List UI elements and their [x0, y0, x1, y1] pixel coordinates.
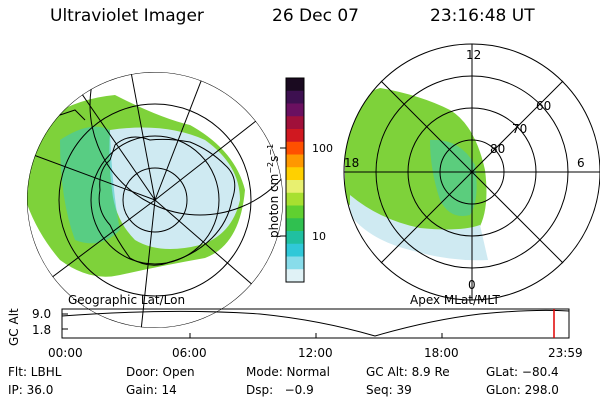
mode-status: Mode: Normal — [246, 365, 330, 379]
mlt-label-12: 12 — [466, 48, 481, 62]
colorbar-segment — [286, 141, 304, 156]
aurora-cyan-mag — [350, 195, 488, 261]
geo-map-caption: Geographic Lat/Lon — [68, 293, 185, 307]
gc-alt-label: GC Alt — [7, 308, 21, 346]
colorbar-segment — [286, 103, 304, 117]
instrument-title: Ultraviolet Imager — [50, 6, 204, 26]
mlat-label-60: 60 — [536, 99, 551, 113]
gc-alt-plot: GC Alt 9.0 1.8 00:00 06:00 12:00 18:00 2… — [7, 307, 583, 360]
gc-alt-tick-9: 9.0 — [32, 307, 51, 321]
mlat-label-70: 70 — [512, 122, 527, 136]
x-tick-0600: 06:00 — [172, 346, 207, 360]
colorbar-segment — [286, 154, 304, 168]
colorbar-segment — [286, 167, 304, 181]
x-tick-1800: 18:00 — [424, 346, 459, 360]
aurora-inner-geo — [109, 127, 240, 249]
colorbar-tick-100: 100 — [312, 142, 333, 155]
date-label: 26 Dec 07 — [272, 6, 359, 26]
gc-alt-status: GC Alt: 8.9 Re — [366, 365, 450, 379]
colorbar-segment — [286, 78, 304, 92]
mlt-label-0: 0 — [468, 278, 476, 292]
colorbar-tick-10: 10 — [312, 230, 326, 243]
aurora-cyan-geo — [60, 126, 120, 244]
mag-map-caption: Apex MLat/MLT — [410, 293, 500, 307]
filter-status: Flt: LBHL — [8, 365, 62, 379]
mlt-label-6: 6 — [577, 156, 585, 170]
colorbar-segment — [286, 269, 304, 283]
gc-alt-tick-1-8: 1.8 — [32, 323, 51, 337]
colorbar-segment — [286, 90, 304, 105]
colorbar — [286, 78, 304, 283]
mlt-label-18: 18 — [344, 156, 359, 170]
colorbar-segment — [286, 192, 304, 207]
x-tick-2359: 23:59 — [548, 346, 583, 360]
seq-status: Seq: 39 — [366, 383, 412, 397]
colorbar-label: photon cm−2s−1 — [266, 144, 281, 238]
colorbar-segment — [286, 256, 304, 270]
x-tick-0000: 00:00 — [48, 346, 83, 360]
colorbar-segment — [286, 129, 304, 143]
gain-status: Gain: 14 — [126, 383, 177, 397]
time-label: 23:16:48 UT — [430, 6, 535, 26]
dsp-status: Dsp: −0.9 — [246, 383, 314, 397]
ip-status: IP: 36.0 — [8, 383, 54, 397]
door-status: Door: Open — [126, 365, 195, 379]
colorbar-segment — [286, 116, 304, 130]
colorbar-segment — [286, 231, 304, 245]
x-tick-1200: 12:00 — [298, 346, 333, 360]
colorbar-segment — [286, 243, 304, 258]
glat-status: GLat: −80.4 — [486, 365, 559, 379]
colorbar-segment — [286, 180, 304, 194]
mlat-label-80: 80 — [490, 142, 505, 156]
colorbar-segment — [286, 218, 304, 232]
colorbar-segment — [286, 205, 304, 219]
glon-status: GLon: 298.0 — [486, 383, 559, 397]
magnetic-map — [345, 88, 488, 261]
